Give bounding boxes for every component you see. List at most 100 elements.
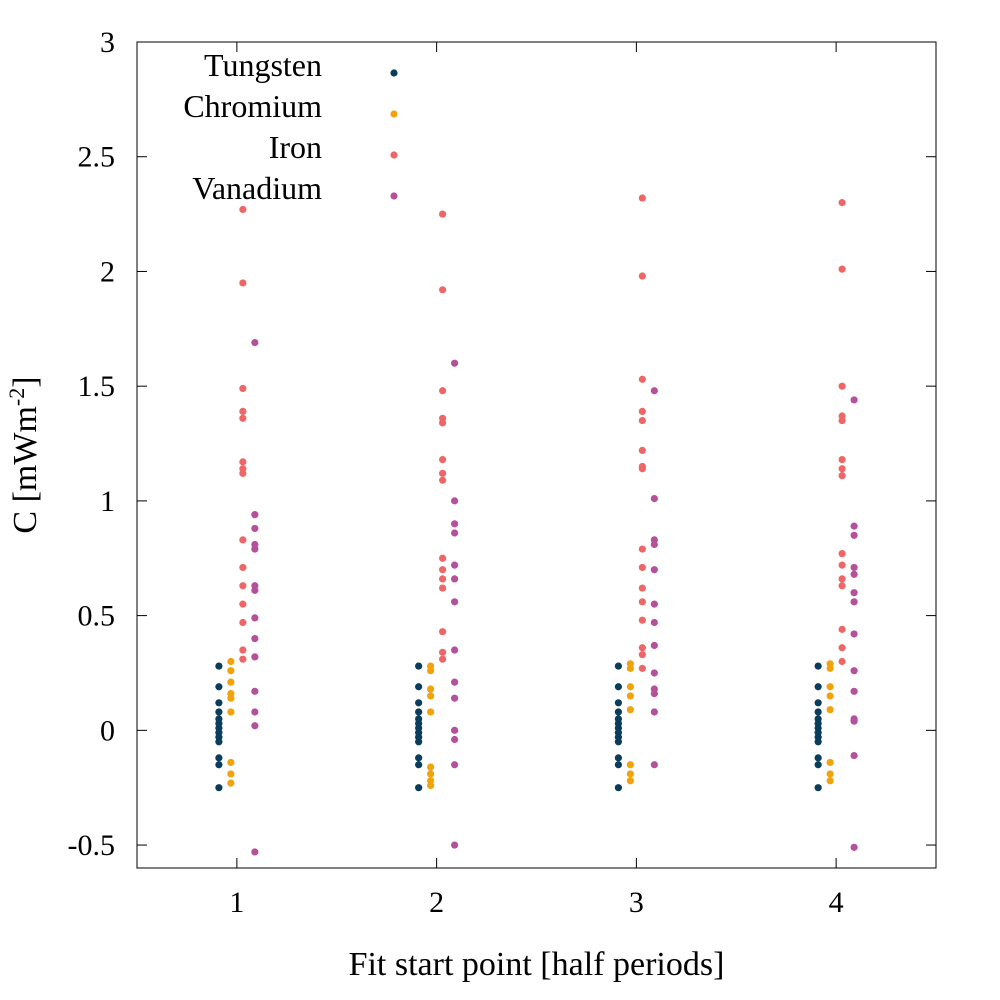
data-point — [850, 563, 858, 572]
data-point — [451, 678, 459, 686]
data-point — [239, 646, 247, 654]
data-point — [439, 469, 447, 477]
data-point — [427, 708, 435, 716]
y-tick-label: -0.5 — [68, 829, 116, 862]
data-point — [451, 497, 459, 505]
data-point — [227, 694, 235, 702]
data-point — [838, 455, 846, 464]
data-point — [451, 646, 459, 654]
data-point — [650, 669, 658, 677]
data-point — [850, 667, 858, 675]
data-point — [215, 738, 223, 746]
data-point — [215, 699, 223, 707]
data-point — [814, 761, 822, 769]
data-point — [251, 524, 259, 533]
data-point — [439, 566, 447, 574]
data-point — [826, 683, 834, 691]
y-tick-label: 0 — [100, 714, 115, 747]
data-point — [415, 754, 423, 762]
data-point — [650, 566, 658, 574]
data-point — [439, 584, 447, 592]
data-point — [614, 708, 622, 716]
data-point — [814, 708, 822, 716]
data-point — [614, 699, 622, 707]
data-point — [650, 690, 658, 698]
data-point — [251, 614, 259, 622]
data-point — [850, 630, 858, 638]
data-point — [427, 763, 435, 771]
data-point — [638, 375, 646, 383]
data-point — [439, 210, 447, 218]
data-point — [239, 469, 247, 477]
y-axis-label-main: C [mWm — [7, 406, 44, 533]
y-tick-label: 2.5 — [78, 141, 116, 174]
data-point — [439, 628, 447, 636]
data-point — [838, 657, 846, 666]
y-tick-label: 2 — [100, 255, 115, 288]
data-point — [638, 272, 646, 280]
data-point — [451, 761, 459, 769]
legend-marker — [390, 69, 398, 77]
data-point — [251, 848, 259, 856]
data-point — [638, 416, 646, 425]
data-point — [638, 446, 646, 455]
data-point — [239, 655, 247, 663]
data-point — [850, 531, 858, 539]
data-point — [227, 667, 235, 675]
data-point — [826, 664, 834, 672]
data-point — [239, 279, 247, 287]
y-tick-label: 0.5 — [78, 600, 116, 633]
data-point — [838, 575, 846, 583]
data-point — [451, 359, 459, 367]
data-point — [826, 692, 834, 700]
data-point — [227, 657, 235, 666]
data-point — [850, 522, 858, 530]
data-point — [814, 699, 822, 707]
data-point — [826, 758, 834, 767]
data-point — [439, 419, 447, 427]
y-tick-label: 1 — [100, 485, 115, 518]
data-point — [439, 286, 447, 294]
data-point — [838, 465, 846, 473]
data-point — [626, 692, 634, 700]
data-point — [614, 738, 622, 746]
y-axis-label: C [mWm-2] — [4, 376, 44, 533]
data-point — [251, 545, 259, 553]
data-point — [215, 761, 223, 769]
data-point — [251, 511, 259, 519]
legend-label: Vanadium — [192, 170, 322, 206]
data-point — [215, 662, 223, 670]
data-point — [215, 683, 223, 691]
x-tick-label: 4 — [829, 886, 844, 919]
legend-marker — [390, 110, 398, 118]
data-point — [650, 540, 658, 549]
legend-marker — [390, 192, 398, 200]
data-point — [451, 726, 459, 734]
data-point — [626, 664, 634, 672]
data-point — [439, 387, 447, 395]
data-point — [427, 667, 435, 675]
data-point — [626, 770, 634, 778]
data-point — [427, 781, 435, 790]
data-point — [850, 843, 858, 851]
data-point — [227, 758, 235, 767]
data-point — [239, 563, 247, 572]
data-point — [439, 554, 447, 562]
plot-frame — [136, 41, 937, 869]
data-point — [251, 653, 259, 661]
data-point — [838, 472, 846, 480]
data-point — [227, 708, 235, 716]
data-point — [826, 770, 834, 778]
data-point — [626, 761, 634, 769]
data-point — [415, 784, 423, 792]
data-point — [650, 387, 658, 395]
data-point — [650, 600, 658, 608]
data-point — [826, 777, 834, 785]
data-point — [251, 634, 259, 643]
y-tick-label: 1.5 — [78, 370, 116, 403]
data-point — [638, 616, 646, 624]
x-tick-label: 3 — [629, 886, 644, 919]
data-point — [850, 717, 858, 725]
